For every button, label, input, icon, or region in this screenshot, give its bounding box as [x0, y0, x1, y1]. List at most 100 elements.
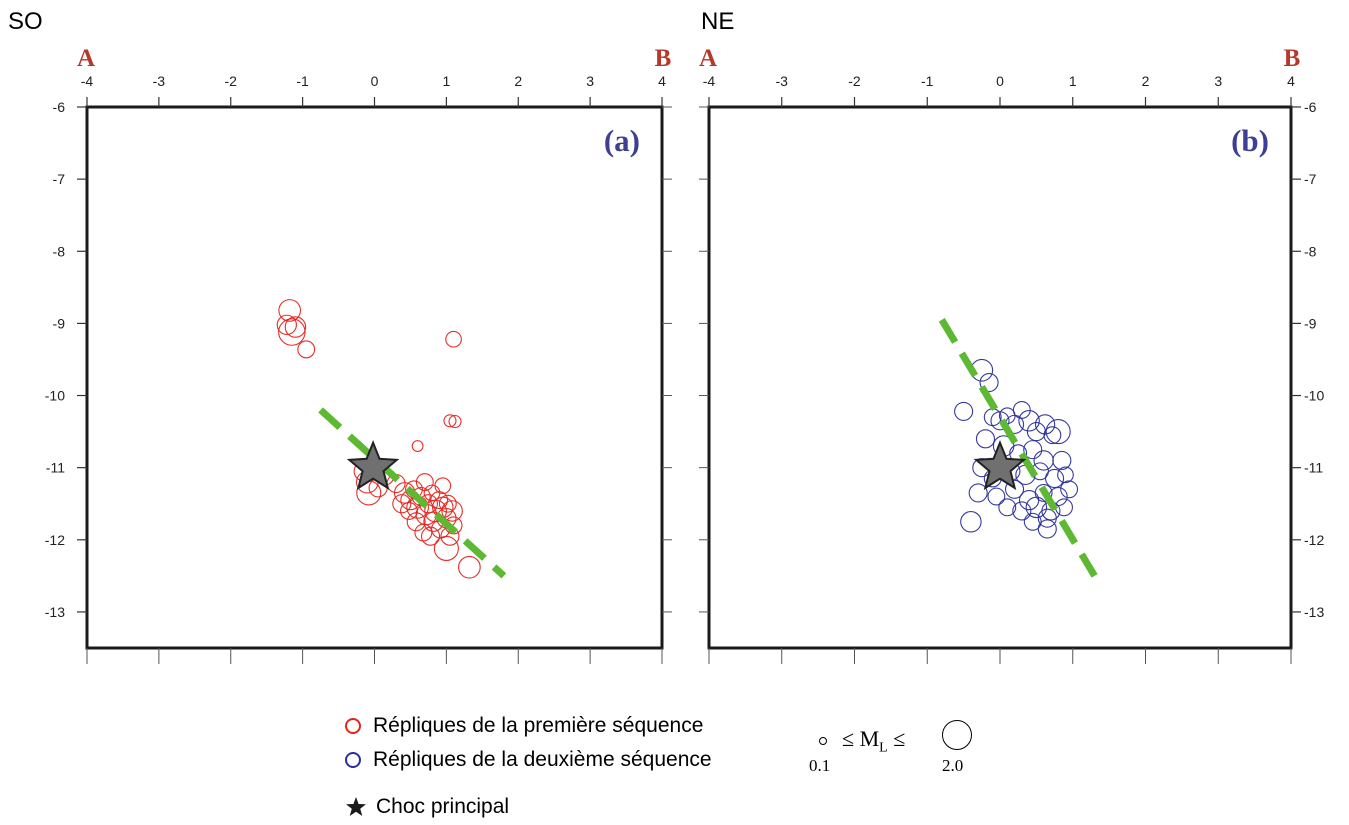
x-tick-label: 4 — [658, 73, 666, 89]
x-tick-label: -4 — [703, 73, 716, 89]
aftershock-point — [975, 429, 996, 449]
aftershock-point — [1052, 450, 1072, 471]
section-letter-b: B — [1284, 45, 1301, 72]
aftershock-point — [1034, 483, 1053, 502]
x-tick-label: -4 — [81, 73, 94, 89]
plot-frame — [707, 105, 1293, 650]
aftershock-point — [448, 414, 462, 429]
large-circle-icon — [942, 720, 972, 750]
aftershock-point — [987, 487, 1006, 506]
y-tick-label: -11 — [1304, 460, 1323, 476]
panel-b: -4 -3 -2 -1 0 1 2 3 4-6-7-8-9-10-11-12-13A B(b) — [699, 45, 1324, 664]
scale-min-label: 0.1 — [809, 756, 831, 775]
mainshock-star — [973, 440, 1027, 491]
aftershock-point — [998, 498, 1017, 517]
y-tick-label: -6 — [53, 99, 66, 115]
legend-label-second: Répliques de la deuxième séquence — [373, 748, 712, 771]
aftershock-point — [1012, 501, 1032, 521]
panel-a: -4 -3 -2 -1 0 1 2 3 4-6-7-8-9-10-11-12-13A B(a) — [45, 45, 672, 664]
aftershock-point — [276, 314, 297, 335]
y-tick-label: -8 — [53, 243, 66, 259]
y-tick-label: -11 — [46, 460, 65, 476]
y-tick-label: -6 — [1304, 99, 1317, 115]
aftershock-point — [278, 318, 306, 346]
x-tick-label: 3 — [586, 73, 594, 89]
aftershock-point — [1023, 440, 1043, 460]
aftershock-point — [434, 477, 452, 495]
magnitude-expression: ≤ ML ≤ — [842, 726, 906, 756]
aftershock-point — [1012, 401, 1031, 419]
aftershock-point — [297, 340, 316, 359]
direction-label-left: SO — [8, 8, 43, 35]
aftershock-point — [1037, 508, 1057, 528]
y-tick-label: -9 — [53, 315, 66, 331]
aftershock-point — [1060, 480, 1079, 499]
aftershock-point — [1025, 496, 1048, 519]
legend-label-first: Répliques de la première séquence — [373, 714, 704, 737]
x-tick-label: 4 — [1287, 73, 1295, 89]
scale-max-label: 2.0 — [942, 756, 964, 775]
x-tick-label: 3 — [1214, 73, 1222, 89]
aftershock-point — [438, 494, 457, 513]
x-tick-label: -2 — [225, 73, 238, 89]
x-tick-label: -1 — [921, 73, 934, 89]
aftershock-point — [968, 483, 988, 503]
y-tick-label: -10 — [45, 388, 65, 404]
aftershock-point — [443, 414, 457, 428]
direction-label-right: NE — [701, 8, 735, 35]
aftershock-point — [284, 316, 307, 338]
aftershock-point — [960, 511, 982, 533]
panel-label: (b) — [1231, 123, 1269, 158]
small-circle-icon — [819, 737, 827, 745]
aftershock-point — [441, 500, 463, 522]
aftershock-point — [458, 555, 481, 579]
magnitude-scale: ≤ ML ≤ 0.1 2.0 — [809, 720, 985, 780]
x-tick-label: 1 — [442, 73, 450, 89]
x-tick-label: 2 — [514, 73, 522, 89]
section-letter-a: A — [699, 45, 717, 72]
aftershock-point — [1043, 426, 1062, 445]
trend-line — [938, 318, 1098, 578]
aftershock-point — [411, 440, 424, 452]
aftershock-point — [421, 526, 441, 546]
aftershock-point — [1034, 414, 1056, 435]
x-tick-label: -3 — [153, 73, 166, 89]
y-tick-label: -7 — [53, 171, 66, 187]
legend-item-first-sequence: Répliques de la première séquence — [345, 714, 703, 738]
aftershock-point — [406, 512, 426, 532]
section-letter-b: B — [655, 45, 672, 72]
x-tick-label: -2 — [848, 73, 861, 89]
y-tick-label: -8 — [1304, 243, 1317, 259]
x-tick-label: -3 — [776, 73, 789, 89]
x-tick-label: 1 — [1069, 73, 1077, 89]
blue-circle-icon — [345, 752, 361, 768]
x-tick-label: 0 — [996, 73, 1004, 89]
y-tick-label: -13 — [1304, 604, 1324, 620]
y-tick-label: -12 — [1304, 532, 1324, 548]
y-tick-label: -9 — [1304, 315, 1317, 331]
aftershock-point — [1004, 479, 1025, 499]
aftershock-point — [430, 491, 449, 510]
aftershock-point — [979, 372, 999, 393]
legend-label-mainshock: Choc principal — [376, 795, 510, 818]
section-letter-a: A — [77, 45, 95, 72]
aftershock-point — [1057, 466, 1074, 484]
legend-item-second-sequence: Répliques de la deuxième séquence — [345, 748, 712, 772]
x-tick-label: 0 — [371, 73, 379, 89]
aftershock-point — [1018, 410, 1040, 432]
y-tick-label: -13 — [45, 604, 65, 620]
aftershock-point — [433, 535, 459, 562]
legend-item-mainshock: Choc principal — [345, 795, 509, 819]
aftershock-point — [278, 299, 302, 322]
aftershock-point — [1037, 519, 1057, 539]
y-tick-label: -7 — [1304, 171, 1317, 187]
aftershock-point — [445, 330, 462, 348]
x-tick-label: -1 — [296, 73, 309, 89]
x-tick-label: 2 — [1142, 73, 1150, 89]
aftershock-point — [392, 494, 412, 514]
plot-frame — [85, 105, 664, 650]
aftershock-point — [1045, 419, 1071, 445]
aftershock-point — [1045, 468, 1065, 489]
panel-label: (a) — [604, 123, 640, 158]
